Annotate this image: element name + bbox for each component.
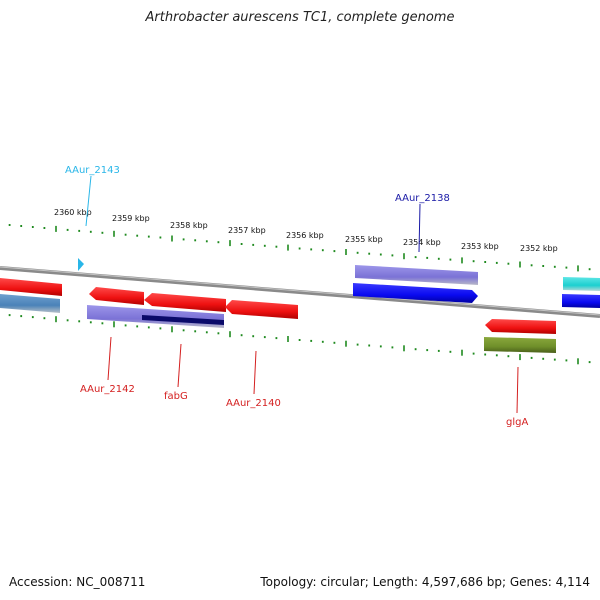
feature-red-left-top[interactable] [0, 278, 62, 296]
feature-aaur-2143-marker[interactable] [78, 258, 84, 271]
feature-steel-left[interactable] [0, 294, 60, 313]
tick-label: 2355 kbp [345, 235, 383, 244]
feature-aaur-2142[interactable] [89, 287, 144, 305]
leader-aaur-2138 [418, 203, 421, 253]
tick-labels: 2360 kbp 2359 kbp 2358 kbp 2357 kbp 2356… [54, 208, 558, 253]
feature-navy-band[interactable] [142, 315, 224, 325]
genome-backbone [0, 266, 600, 318]
tick-label: 2354 kbp [403, 238, 441, 247]
tick-label: 2353 kbp [461, 242, 499, 251]
feature-glga-red[interactable] [485, 319, 556, 334]
gene-label-aaur-2138[interactable]: AAur_2138 [395, 193, 450, 204]
feature-aaur-2138-lavender[interactable] [355, 265, 478, 285]
leader-fabg [177, 343, 182, 388]
feature-aaur-2140[interactable] [225, 300, 298, 319]
tick-label: 2358 kbp [170, 221, 208, 230]
accession-text: Accession: NC_008711 [9, 575, 146, 589]
leader-aaur-2140 [253, 350, 257, 395]
tick-scale-bottom [8, 314, 591, 365]
map-title: Arthrobacter aurescens TC1, complete gen… [145, 10, 455, 25]
tick-label: 2356 kbp [286, 231, 324, 240]
feature-cyan-right[interactable] [563, 277, 600, 291]
gene-label-aaur-2143[interactable]: AAur_2143 [65, 165, 120, 176]
genome-summary-text: Topology: circular; Length: 4,597,686 bp… [260, 575, 590, 589]
feature-fabg[interactable] [144, 293, 226, 312]
leader-glga [516, 366, 519, 414]
tick-label: 2360 kbp [54, 208, 92, 217]
tick-label: 2359 kbp [112, 214, 150, 223]
gene-label-fabg[interactable]: fabG [164, 391, 188, 402]
leader-aaur-2142 [107, 336, 112, 381]
feature-aaur-2138-blue[interactable] [353, 283, 478, 303]
gene-label-glga[interactable]: glgA [506, 417, 528, 428]
tick-label: 2357 kbp [228, 226, 266, 235]
feature-glga-olive[interactable] [484, 337, 556, 353]
tick-scale-top [8, 224, 591, 272]
gene-label-aaur-2140[interactable]: AAur_2140 [226, 398, 281, 409]
gene-label-aaur-2142[interactable]: AAur_2142 [80, 384, 135, 395]
tick-label: 2352 kbp [520, 244, 558, 253]
genome-backbone-highlight [0, 266, 600, 316]
leader-aaur-2143 [85, 175, 92, 227]
feature-blue-right[interactable] [562, 294, 600, 308]
